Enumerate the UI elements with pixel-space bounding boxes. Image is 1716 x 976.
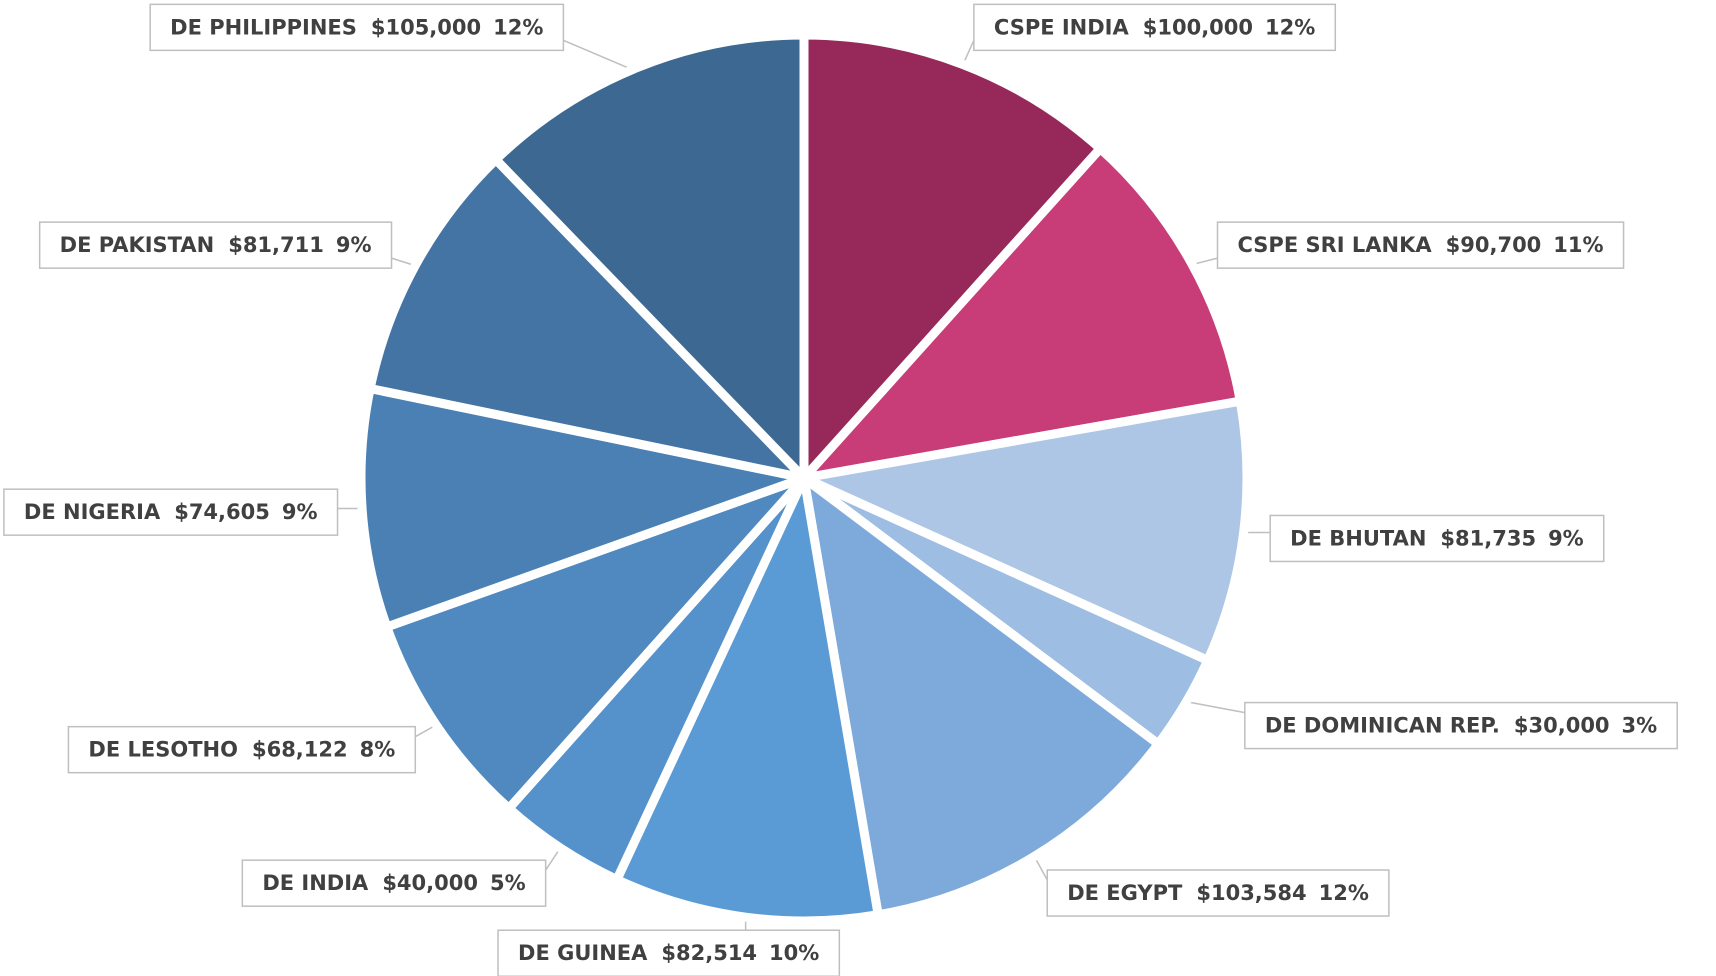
percent-label: 12% [1319,881,1369,905]
label-text: DE GUINEA $82,514 10% [518,941,819,965]
data-label: DE INDIA $40,000 5% [241,859,547,907]
pie-slice [612,473,883,926]
percent-label: 9% [282,500,318,524]
label-text: DE DOMINICAN REP. $30,000 3% [1265,714,1657,738]
label-text: DE PHILIPPINES $105,000 12% [170,15,543,39]
pie-slice [365,155,809,483]
value-label: $90,700 [1446,233,1542,257]
label-box [38,221,393,269]
value-label: $81,711 [228,233,324,257]
value-label: $82,514 [661,941,757,965]
pie-slice [799,30,1105,483]
value-label: $100,000 [1143,15,1253,39]
value-label: $81,735 [1440,526,1536,550]
label-text: DE INDIA $40,000 5% [262,871,525,895]
percent-label: 12% [493,15,543,39]
label-box [149,3,565,52]
pie-slice [799,396,1252,665]
label-text: DE PAKISTAN $81,711 9% [60,233,372,257]
category-label: CSPE SRI LANKA [1238,233,1433,257]
data-label: DE GUINEA $82,514 10% [497,929,841,976]
value-label: $105,000 [371,15,481,39]
percent-label: 5% [490,871,526,895]
category-label: CSPE INDIA [994,15,1130,39]
label-box [1216,221,1625,269]
data-label: DE LESOTHO $68,122 8% [67,725,417,774]
label-text: DE NIGERIA $74,605 9% [24,500,318,524]
data-label: DE DOMINICAN REP. $30,000 3% [1244,701,1678,750]
pie-slice [356,383,809,632]
value-label: $40,000 [382,871,478,895]
value-label: $68,122 [252,738,348,762]
value-label: $30,000 [1514,714,1610,738]
label-text: DE BHUTAN $81,735 9% [1290,526,1584,550]
label-text: CSPE INDIA $100,000 12% [994,15,1315,39]
data-label: DE NIGERIA $74,605 9% [3,488,339,536]
label-box [241,859,547,907]
label-box [67,725,417,774]
category-label: DE DOMINICAN REP. [1265,714,1500,738]
pie-slice [799,473,1163,920]
label-text: DE LESOTHO $68,122 8% [88,738,395,762]
category-label: DE GUINEA [518,941,648,965]
category-label: DE BHUTAN [1290,526,1426,550]
label-box [1269,514,1605,563]
label-text: DE EGYPT $103,584 12% [1067,881,1369,905]
category-label: DE INDIA [262,871,369,895]
label-box [1046,869,1390,917]
pie-slice [491,30,809,483]
percent-label: 9% [1548,526,1584,550]
percent-label: 12% [1265,15,1315,39]
data-label: DE PHILIPPINES $105,000 12% [149,3,565,52]
data-label: DE EGYPT $103,584 12% [1046,869,1390,917]
percent-label: 3% [1622,714,1658,738]
data-label: CSPE SRI LANKA $90,700 11% [1216,221,1625,269]
data-label: CSPE INDIA $100,000 12% [973,3,1337,52]
data-label: DE BHUTAN $81,735 9% [1269,514,1605,563]
pie-slice [799,144,1245,483]
category-label: DE NIGERIA [24,500,161,524]
category-label: DE EGYPT [1067,881,1183,905]
label-box [1244,701,1678,750]
category-label: DE LESOTHO [88,738,238,762]
percent-label: 11% [1553,233,1603,257]
category-label: DE PHILIPPINES [170,15,357,39]
label-box [973,3,1337,52]
percent-label: 10% [769,941,819,965]
label-box [3,488,339,536]
label-box [497,929,841,976]
category-label: DE PAKISTAN [60,233,215,257]
data-label: DE PAKISTAN $81,711 9% [38,221,393,269]
value-label: $103,584 [1196,881,1306,905]
label-text: CSPE SRI LANKA $90,700 11% [1238,233,1604,257]
pie-slice [382,473,809,813]
percent-label: 8% [360,738,396,762]
value-label: $74,605 [174,500,270,524]
percent-label: 9% [336,233,372,257]
